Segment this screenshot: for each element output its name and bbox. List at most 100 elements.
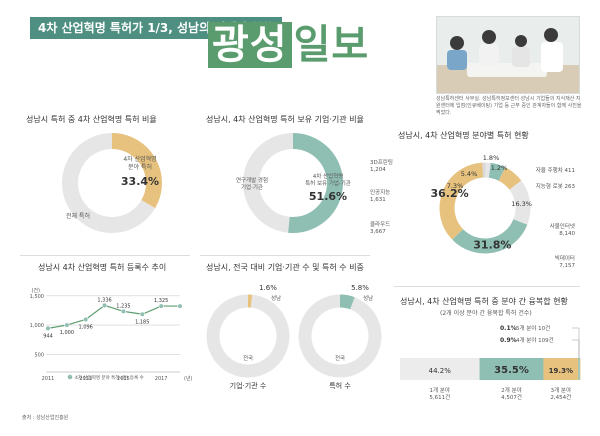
field-count-2: 7,157 xyxy=(559,263,575,269)
trend-point-2 xyxy=(64,322,70,328)
firm-share-label-a1: 4차 산업혁명 xyxy=(313,172,344,180)
patent-share-donut xyxy=(62,133,162,233)
trend-x-unit: (년) xyxy=(184,375,192,382)
overlap-subtitle: (2개 이상 분야 간 융복합 특허 건수) xyxy=(440,310,532,317)
field-name-7: 지능형 로봇 263 xyxy=(536,182,576,190)
national-title: 성남시, 전국 대비 기업·기관 수 및 특허 수 비중 xyxy=(206,263,364,272)
firm-share-label-b2: 기업·기관 xyxy=(241,183,263,191)
trend-legend-marker xyxy=(67,374,73,380)
newspaper-masthead: 광성 일보 xyxy=(208,12,371,70)
trend-point-8 xyxy=(177,303,183,309)
overlap-pct-5: 0.1% xyxy=(500,325,517,332)
trend-point-5 xyxy=(120,308,127,314)
trend-point-label-4: 1,336 xyxy=(97,297,111,303)
field-pct-7: 1.2% xyxy=(491,164,508,172)
overlap-category-1: 1개 분야 xyxy=(430,386,450,394)
national-1-slice-2 xyxy=(206,294,290,378)
overlap-segment-3 xyxy=(543,358,579,380)
firm-share-donut xyxy=(243,133,343,233)
trend-x-tick-1: 2011 xyxy=(42,376,55,382)
field-count-1: 8,140 xyxy=(559,231,575,237)
patent-share-label-b: 전체 특허 xyxy=(66,212,90,220)
overlap-count-3: 2,454건 xyxy=(550,394,571,401)
trend-point-label-2: 1,000 xyxy=(60,330,74,336)
field-name-5: 3D프린팅 xyxy=(370,159,393,166)
field-count-5: 1,204 xyxy=(370,167,386,173)
trend-point-label-3: 1,096 xyxy=(79,324,93,330)
overlap-title: 성남시, 4차 산업혁명 특허 중 분야 간 융복합 현황 xyxy=(400,297,568,306)
overlap-pct-3: 19.3% xyxy=(549,367,573,375)
trend-point-label-1: 944 xyxy=(43,333,53,339)
field-pct-6: 1.8% xyxy=(483,154,500,162)
overlap-segment-4 xyxy=(578,358,580,380)
national-share-label-2: 성남 xyxy=(363,294,373,302)
field-count-4: 1,631 xyxy=(370,197,386,203)
trend-point-1 xyxy=(45,325,51,331)
overlap-chart: 44.2% 1개 분야5,611건 35.5% 2개 분야4,507건 19.3% 3개 … xyxy=(400,324,581,401)
field-name-6: 자율 주행차 411 xyxy=(536,166,575,174)
firm-share-label-b1: 연구개발 경험 xyxy=(236,176,268,184)
divider-right xyxy=(394,286,580,287)
field-slice-2 xyxy=(452,218,528,254)
field-name-4: 인공지능 xyxy=(370,188,390,196)
divider-middle xyxy=(200,255,370,256)
field-name-1: 사물인터넷 xyxy=(550,222,575,230)
national-caption-1: 기업·기관 수 xyxy=(230,381,267,390)
overlap-category-4: 4개 분야 109건 xyxy=(516,336,554,344)
national-center-1: 전국 xyxy=(243,354,253,362)
trend-point-label-5: 1,235 xyxy=(116,303,130,309)
trend-plot: (건) 500 1,000 1,500 2011 2013 2015 2017 (년) 944 1,… xyxy=(30,287,192,382)
field-status-labels: 36.2% 31.8% 16.3% 7.3% 5.4% 1.8% 1.2% 3D프린팅1,20… xyxy=(370,154,575,269)
staff-photo xyxy=(436,16,580,94)
firm-share-title: 성남시, 4차 산업혁명 특허 보유 기업·기관 비율 xyxy=(206,115,364,124)
overlap-count-1: 5,611건 xyxy=(429,394,450,401)
trend-point-7 xyxy=(158,303,164,309)
patent-share-slice-2 xyxy=(62,133,156,233)
patent-share-title: 성남시 특허 중 4차 산업혁명 특허 비율 xyxy=(26,115,157,124)
field-slice-5 xyxy=(488,162,506,181)
trend-point-6 xyxy=(139,311,145,317)
patent-share-label-a1: 4차 산업혁명 xyxy=(123,155,156,163)
overlap-pct-4: 0.9% xyxy=(500,337,517,344)
photo-caption: 성남특허센터 사무실. 성남특허정보센터 성남시 기업들의 지식재산 지원센터에… xyxy=(436,96,582,116)
trend-y-tick-3: 1,500 xyxy=(30,294,44,300)
firm-share-slice-2 xyxy=(243,133,294,233)
patent-share-label-a2: 분야 특허 xyxy=(128,163,152,171)
firm-share-slice-1 xyxy=(287,133,343,233)
overlap-segment-1 xyxy=(400,358,480,380)
trend-x-tick-4: 2017 xyxy=(155,376,168,382)
trend-y-tick-1: 500 xyxy=(34,352,44,358)
overlap-bar: 44.2% 1개 분야5,611건 35.5% 2개 분야4,507건 19.3% 3개 … xyxy=(400,324,581,401)
divider-left xyxy=(20,255,190,256)
trend-title: 성남시 4차 산업혁명 특허 등록수 추이 xyxy=(38,263,167,272)
trend-line xyxy=(47,304,180,329)
staff-photo-illustration xyxy=(437,17,579,93)
field-name-2: 빅데이터 xyxy=(555,254,575,262)
trend-point-label-6: 1,185 xyxy=(135,319,149,325)
field-status-title: 성남시, 4차 산업혁명 분야별 특허 현황 xyxy=(398,131,529,140)
overlap-category-2: 2개 분야 xyxy=(501,386,521,394)
field-slice-3 xyxy=(509,180,531,225)
field-slice-1 xyxy=(439,162,484,240)
masthead-part-a: 광성 xyxy=(208,22,292,68)
masthead-part-b: 일보 xyxy=(293,22,370,68)
national-pct-2: 5.8% xyxy=(351,284,369,292)
firm-share-label-a2: 특허 보유 기업·기관 xyxy=(305,179,351,187)
firm-share-chart: 4차 산업혁명 특허 보유 기업·기관 51.6% 연구개발 경험 기업·기관 xyxy=(236,133,351,233)
overlap-category-3: 3개 분야 xyxy=(551,386,571,394)
field-name-3: 클라우드 xyxy=(370,220,390,228)
overlap-category-5: 5개 분야 10건 xyxy=(516,324,550,332)
national-caption-2: 특허 수 xyxy=(329,381,351,390)
field-pct-3: 16.3% xyxy=(511,200,532,208)
patent-share-slice-1 xyxy=(111,133,162,209)
overlap-segment-2 xyxy=(479,358,544,380)
national-share-label-1: 성남 xyxy=(271,294,281,302)
trend-x-tick-3: 2015 xyxy=(117,376,130,382)
overlap-pct-2: 35.5% xyxy=(494,365,529,376)
trend-point-4 xyxy=(101,302,108,309)
trend-x-tick-2: 2013 xyxy=(79,376,92,382)
field-status-donut xyxy=(439,162,531,254)
field-pct-2: 31.8% xyxy=(473,238,511,251)
